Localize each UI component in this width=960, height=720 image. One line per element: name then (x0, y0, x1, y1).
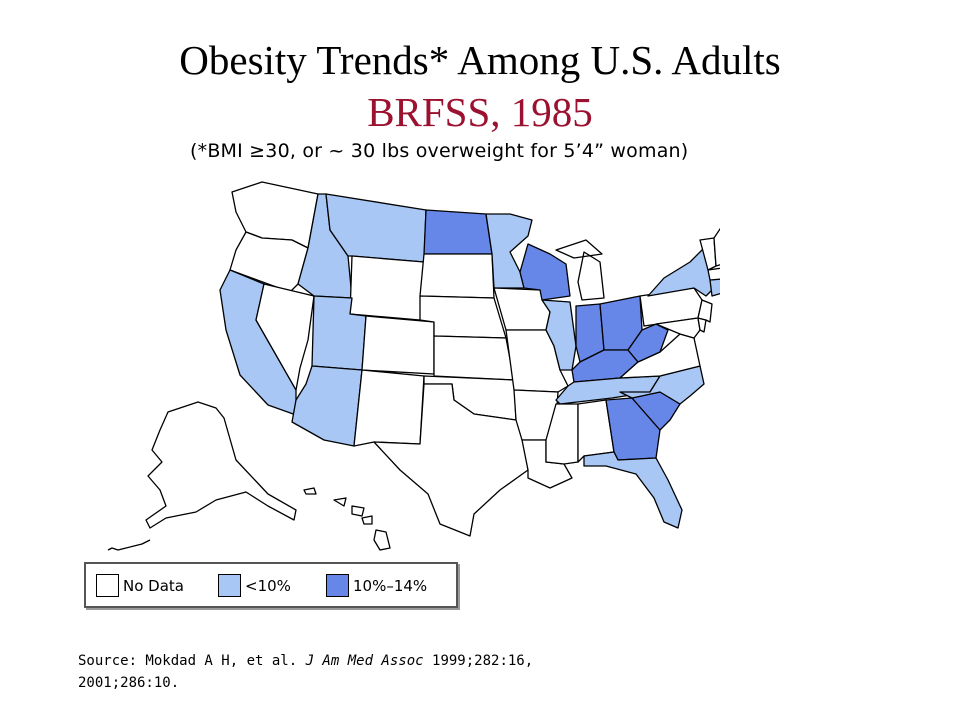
state-kansas (433, 335, 515, 381)
source-citation: Source: Mokdad A H, et al. J Am Med Asso… (78, 650, 678, 694)
state-michigan (555, 239, 605, 301)
state-new-hampshire (713, 227, 720, 267)
state-north-dakota (423, 209, 493, 255)
state-hawaii (303, 487, 391, 551)
state-virginia (619, 333, 701, 379)
state-new-jersey (697, 299, 713, 323)
us-obesity-map (107, 181, 720, 551)
slide-title: Obesity Trends* Among U.S. Adults (179, 37, 781, 83)
state-minnesota (485, 213, 533, 289)
source-rest: 1999;282:16, (423, 653, 534, 669)
state-florida (583, 451, 683, 529)
bmi-footnote: (*BMI ≥30, or ~ 30 lbs overweight for 5’… (190, 140, 689, 162)
state-maryland (655, 317, 701, 339)
state-texas (373, 383, 529, 537)
source-prefix: Source: Mokdad A H, et al. (78, 653, 306, 669)
state-new-mexico (353, 369, 425, 447)
state-west-virginia (627, 323, 669, 363)
legend-swatch-lt10 (218, 574, 241, 597)
state-alaska (145, 401, 297, 529)
state-massachusetts (707, 267, 720, 281)
legend-item-lt10: <10% (218, 574, 291, 597)
legend-label-lt10: <10% (245, 576, 291, 595)
state-colorado (361, 315, 435, 375)
legend-item-10-14: 10%–14% (326, 574, 427, 597)
legend-label-no-data: No Data (123, 576, 184, 595)
legend-label-10-14: 10%–14% (353, 576, 428, 595)
legend-swatch-no-data (96, 574, 119, 597)
legend: No Data <10% 10%–14% (84, 562, 458, 608)
source-journal: J Am Med Assoc (305, 653, 424, 669)
source-line2: 2001;286:10. (78, 675, 180, 691)
slide-subtitle: BRFSS, 1985 (367, 89, 593, 135)
state-arizona (291, 365, 363, 447)
state-illinois (541, 299, 577, 371)
state-south-dakota (419, 253, 495, 299)
legend-item-no-data: No Data (96, 574, 184, 597)
state-north-carolina (619, 365, 705, 405)
legend-swatch-10-14 (326, 574, 349, 597)
state-wyoming (349, 255, 425, 321)
alaska-aleutians (107, 539, 151, 551)
state-connecticut (709, 278, 720, 297)
